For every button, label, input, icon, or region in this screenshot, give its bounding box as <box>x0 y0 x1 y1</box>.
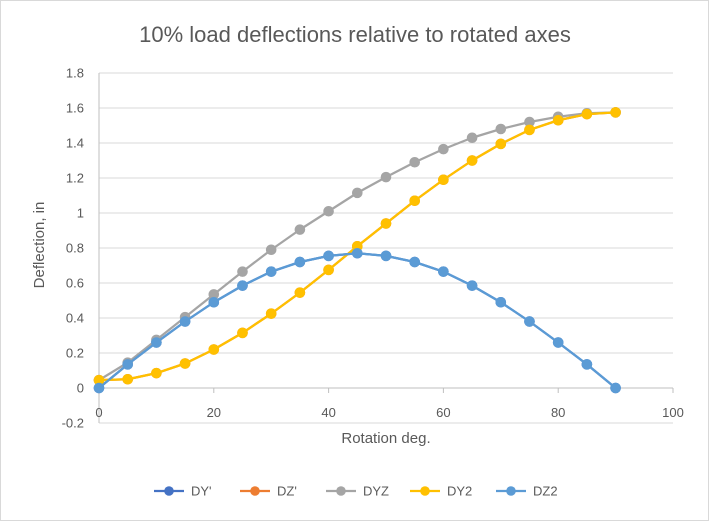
data-point <box>466 280 478 291</box>
data-point <box>380 250 392 262</box>
data-point <box>409 156 421 168</box>
data-point <box>610 382 621 394</box>
x-tick-label: 0 <box>95 405 102 420</box>
legend: DY' DZ' DYZ DY2 DZ2 <box>154 484 558 499</box>
data-point <box>352 187 363 199</box>
tick-labels: -0.2 0 0.2 0.4 0.6 0.8 1 1.2 1.4 1.6 1.8 0 20 40 60 80 1… <box>62 66 684 431</box>
legend-marker <box>506 486 516 496</box>
legend-marker <box>336 486 346 496</box>
data-point <box>495 296 507 308</box>
legend-item: DY' <box>154 484 212 499</box>
y-tick-label: 0.8 <box>66 241 84 256</box>
y-axis-title: Deflection, in <box>31 202 48 289</box>
data-point <box>323 264 334 276</box>
data-point <box>151 367 162 379</box>
data-point <box>323 205 334 217</box>
data-point <box>122 359 133 370</box>
chart-title: 10% load deflections relative to rotated… <box>139 22 571 47</box>
data-point <box>552 114 564 126</box>
data-point <box>151 337 162 348</box>
data-point <box>179 316 191 327</box>
data-point <box>409 195 421 207</box>
data-point <box>323 250 334 262</box>
data-point <box>380 171 392 183</box>
data-point <box>438 174 449 186</box>
legend-marker <box>420 486 430 496</box>
legend-item: DZ' <box>240 484 297 499</box>
data-point <box>581 108 593 120</box>
data-point <box>265 244 277 256</box>
data-point <box>265 266 277 277</box>
data-point <box>93 382 105 394</box>
data-point <box>208 296 220 308</box>
y-tick-label: 0.4 <box>66 311 84 326</box>
data-point <box>409 256 421 268</box>
data-point <box>581 359 593 370</box>
data-point <box>438 266 449 277</box>
legend-marker <box>164 486 174 496</box>
legend-item: DY2 <box>410 484 472 499</box>
legend-label: DYZ <box>363 484 389 499</box>
x-tick-label: 100 <box>662 405 684 420</box>
y-tick-label: -0.2 <box>62 416 84 431</box>
data-point <box>237 327 248 339</box>
y-tick-label: 0 <box>77 381 84 396</box>
series-line <box>98 252 617 389</box>
legend-item: DYZ <box>326 484 389 499</box>
y-tick-label: 1 <box>77 206 84 221</box>
data-point <box>352 247 363 259</box>
x-tick-label: 40 <box>321 405 335 420</box>
x-axis-title: Rotation deg. <box>341 430 430 447</box>
series-layer <box>93 107 621 394</box>
y-tick-label: 0.6 <box>66 276 84 291</box>
data-point <box>466 132 478 144</box>
y-tick-label: 1.6 <box>66 101 84 116</box>
gridlines <box>99 72 673 424</box>
y-tick-label: 0.2 <box>66 346 84 361</box>
data-point <box>122 373 133 385</box>
data-point <box>294 256 306 268</box>
legend-item: DZ2 <box>496 484 558 499</box>
data-point <box>237 266 248 277</box>
series-dy2 <box>93 107 621 386</box>
series-dz2 <box>93 247 621 394</box>
data-point <box>524 124 535 136</box>
data-point <box>294 224 306 235</box>
x-tick-label: 60 <box>436 405 450 420</box>
data-point <box>610 107 621 118</box>
x-tick-label: 20 <box>207 405 221 420</box>
data-point <box>380 218 392 229</box>
data-point <box>208 344 220 355</box>
data-point <box>179 358 191 369</box>
data-point <box>552 337 564 348</box>
series-line <box>98 252 617 389</box>
legend-label: DZ' <box>277 484 297 499</box>
legend-marker <box>250 486 260 496</box>
data-point <box>438 143 449 155</box>
data-point <box>524 316 535 327</box>
legend-label: DY' <box>191 484 212 499</box>
data-point <box>466 155 478 166</box>
x-tick-label: 80 <box>551 405 565 420</box>
y-tick-label: 1.2 <box>66 171 84 186</box>
data-point <box>237 280 248 291</box>
legend-label: DY2 <box>447 484 472 499</box>
y-tick-label: 1.4 <box>66 136 84 151</box>
data-point <box>495 123 507 135</box>
data-point <box>294 287 306 298</box>
y-tick-label: 1.8 <box>66 66 84 81</box>
legend-label: DZ2 <box>533 484 558 499</box>
data-point <box>265 308 277 319</box>
series-dy <box>93 247 621 394</box>
data-point <box>495 138 507 150</box>
